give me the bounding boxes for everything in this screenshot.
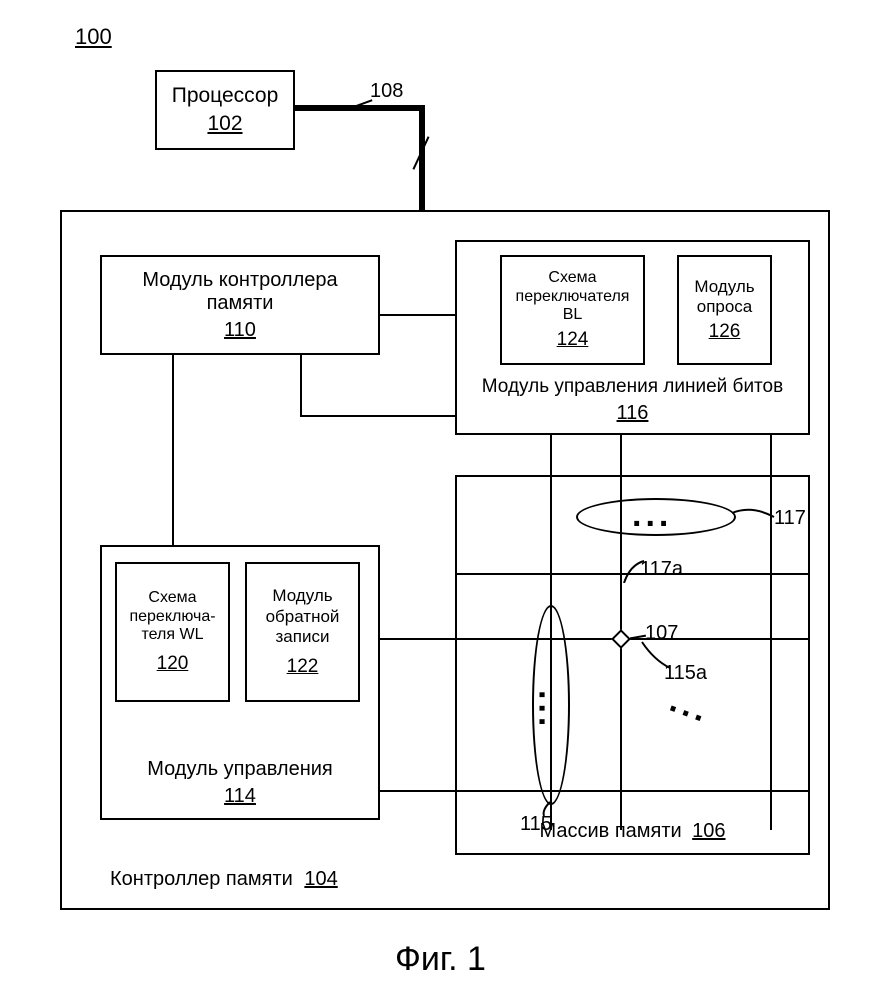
- controller-ref: 104: [304, 868, 337, 890]
- bitline-module-ref: 116: [617, 402, 649, 425]
- leader-115: [540, 800, 564, 818]
- writeback-ref: 122: [287, 656, 319, 678]
- wl-switch-ref: 120: [157, 653, 189, 675]
- processor-box: Процессор 102: [155, 70, 295, 150]
- bitline-module-label: Модуль управления линией битов: [482, 376, 783, 398]
- poll-box: Модуль опроса 126: [677, 255, 772, 365]
- label-117: 117: [774, 507, 806, 530]
- writeback-box: Модуль обратной записи 122: [245, 562, 360, 702]
- array-label: Массив памяти: [539, 820, 681, 842]
- control-module-label: Модуль управления: [147, 758, 333, 781]
- writeback-label: Модуль обратной записи: [247, 586, 358, 647]
- array-ref: 106: [692, 820, 725, 842]
- bl-switch-box: Схема переключателя BL 124: [500, 255, 645, 365]
- conn-110-114: [172, 355, 174, 545]
- bl-switch-ref: 124: [557, 329, 589, 351]
- mem-controller-module-box: Модуль контроллера памяти 110: [100, 255, 380, 355]
- poll-ref: 126: [709, 321, 741, 343]
- bus-h: [295, 105, 425, 111]
- bitline-3: [770, 435, 772, 830]
- wordline-1: [380, 638, 810, 640]
- dots-117: ...: [632, 509, 672, 523]
- wl-switch-label: Схема переключа-теля WL: [117, 589, 228, 644]
- bus-v: [419, 105, 425, 212]
- control-module-ref: 114: [224, 785, 256, 808]
- bus-ref: 108: [370, 80, 403, 103]
- mem-controller-module-ref: 110: [224, 319, 256, 342]
- poll-label: Модуль опроса: [679, 277, 770, 318]
- conn-110-bent-v: [300, 355, 302, 415]
- leader-117: [730, 505, 776, 525]
- processor-label: Процессор: [172, 84, 279, 108]
- mem-controller-module-label: Модуль контроллера памяти: [102, 269, 378, 315]
- dots-diag: ...: [669, 694, 712, 721]
- conn-110-116: [380, 314, 455, 316]
- wordline-2: [380, 790, 810, 792]
- wl-switch-box: Схема переключа-теля WL 120: [115, 562, 230, 702]
- controller-label: Контроллер памяти: [110, 868, 293, 890]
- system-ref: 100: [75, 24, 112, 50]
- processor-ref: 102: [207, 112, 242, 136]
- dots-115: ...: [543, 690, 557, 730]
- leader-117a: [622, 555, 650, 583]
- figure-label: Фиг. 1: [0, 940, 881, 979]
- bl-switch-label: Схема переключателя BL: [502, 269, 643, 324]
- leader-115a: [640, 640, 676, 674]
- controller-label-group: Контроллер памяти 104: [110, 868, 338, 891]
- diagram-canvas: 100 Процессор 102 108 Модуль контроллера…: [0, 0, 881, 1000]
